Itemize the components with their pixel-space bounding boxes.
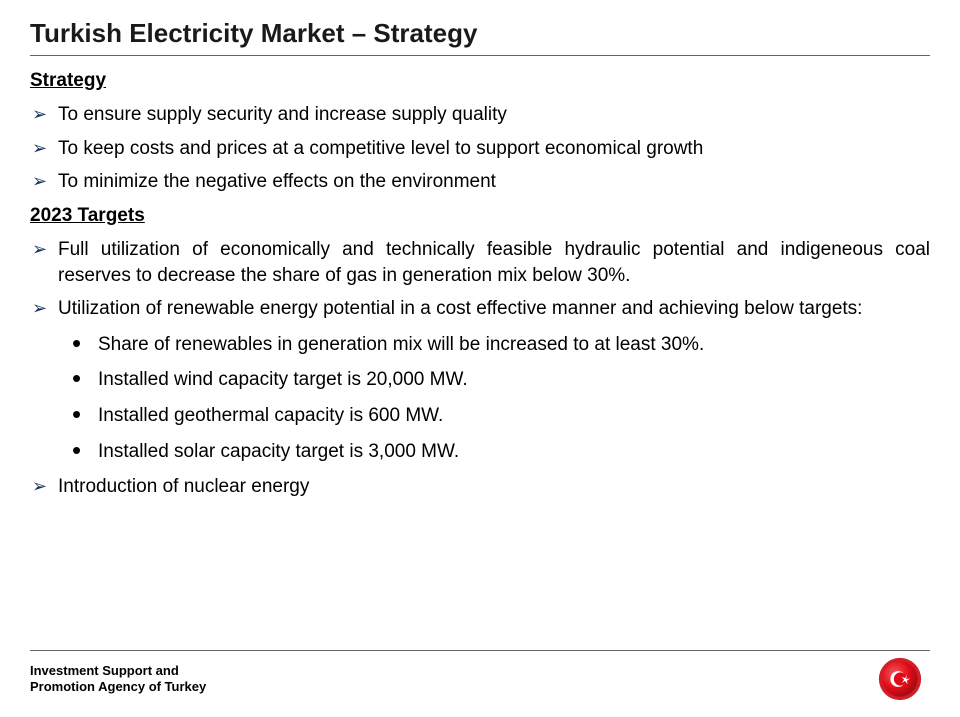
list-item: Full utilization of economically and tec… bbox=[30, 237, 930, 288]
footer-line-1: Investment Support and bbox=[30, 663, 179, 678]
strategy-list: To ensure supply security and increase s… bbox=[30, 102, 930, 195]
list-item: To keep costs and prices at a competitiv… bbox=[30, 136, 930, 162]
footer-row: Investment Support and Promotion Agency … bbox=[30, 657, 930, 701]
footer-line-2: Promotion Agency of Turkey bbox=[30, 679, 206, 694]
list-item: Share of renewables in generation mix wi… bbox=[30, 332, 930, 358]
section-strategy-heading: Strategy bbox=[30, 70, 930, 92]
list-item: Introduction of nuclear energy bbox=[30, 474, 930, 500]
targets-list: Full utilization of economically and tec… bbox=[30, 237, 930, 322]
page-title: Turkish Electricity Market – Strategy bbox=[30, 18, 930, 49]
slide: Turkish Electricity Market – Strategy St… bbox=[0, 0, 960, 717]
footer: Investment Support and Promotion Agency … bbox=[30, 650, 930, 701]
list-item: Installed geothermal capacity is 600 MW. bbox=[30, 403, 930, 429]
list-item: To ensure supply security and increase s… bbox=[30, 102, 930, 128]
list-item: To minimize the negative effects on the … bbox=[30, 169, 930, 195]
sub-targets-list: Share of renewables in generation mix wi… bbox=[30, 332, 930, 465]
section-targets-heading: 2023 Targets bbox=[30, 205, 930, 227]
footer-text: Investment Support and Promotion Agency … bbox=[30, 663, 206, 696]
turkey-emblem-icon bbox=[878, 657, 922, 701]
list-item: Utilization of renewable energy potentia… bbox=[30, 296, 930, 322]
list-item: Installed solar capacity target is 3,000… bbox=[30, 439, 930, 465]
list-item: Installed wind capacity target is 20,000… bbox=[30, 367, 930, 393]
footer-rule bbox=[30, 650, 930, 651]
targets-tail-list: Introduction of nuclear energy bbox=[30, 474, 930, 500]
title-rule bbox=[30, 55, 930, 56]
